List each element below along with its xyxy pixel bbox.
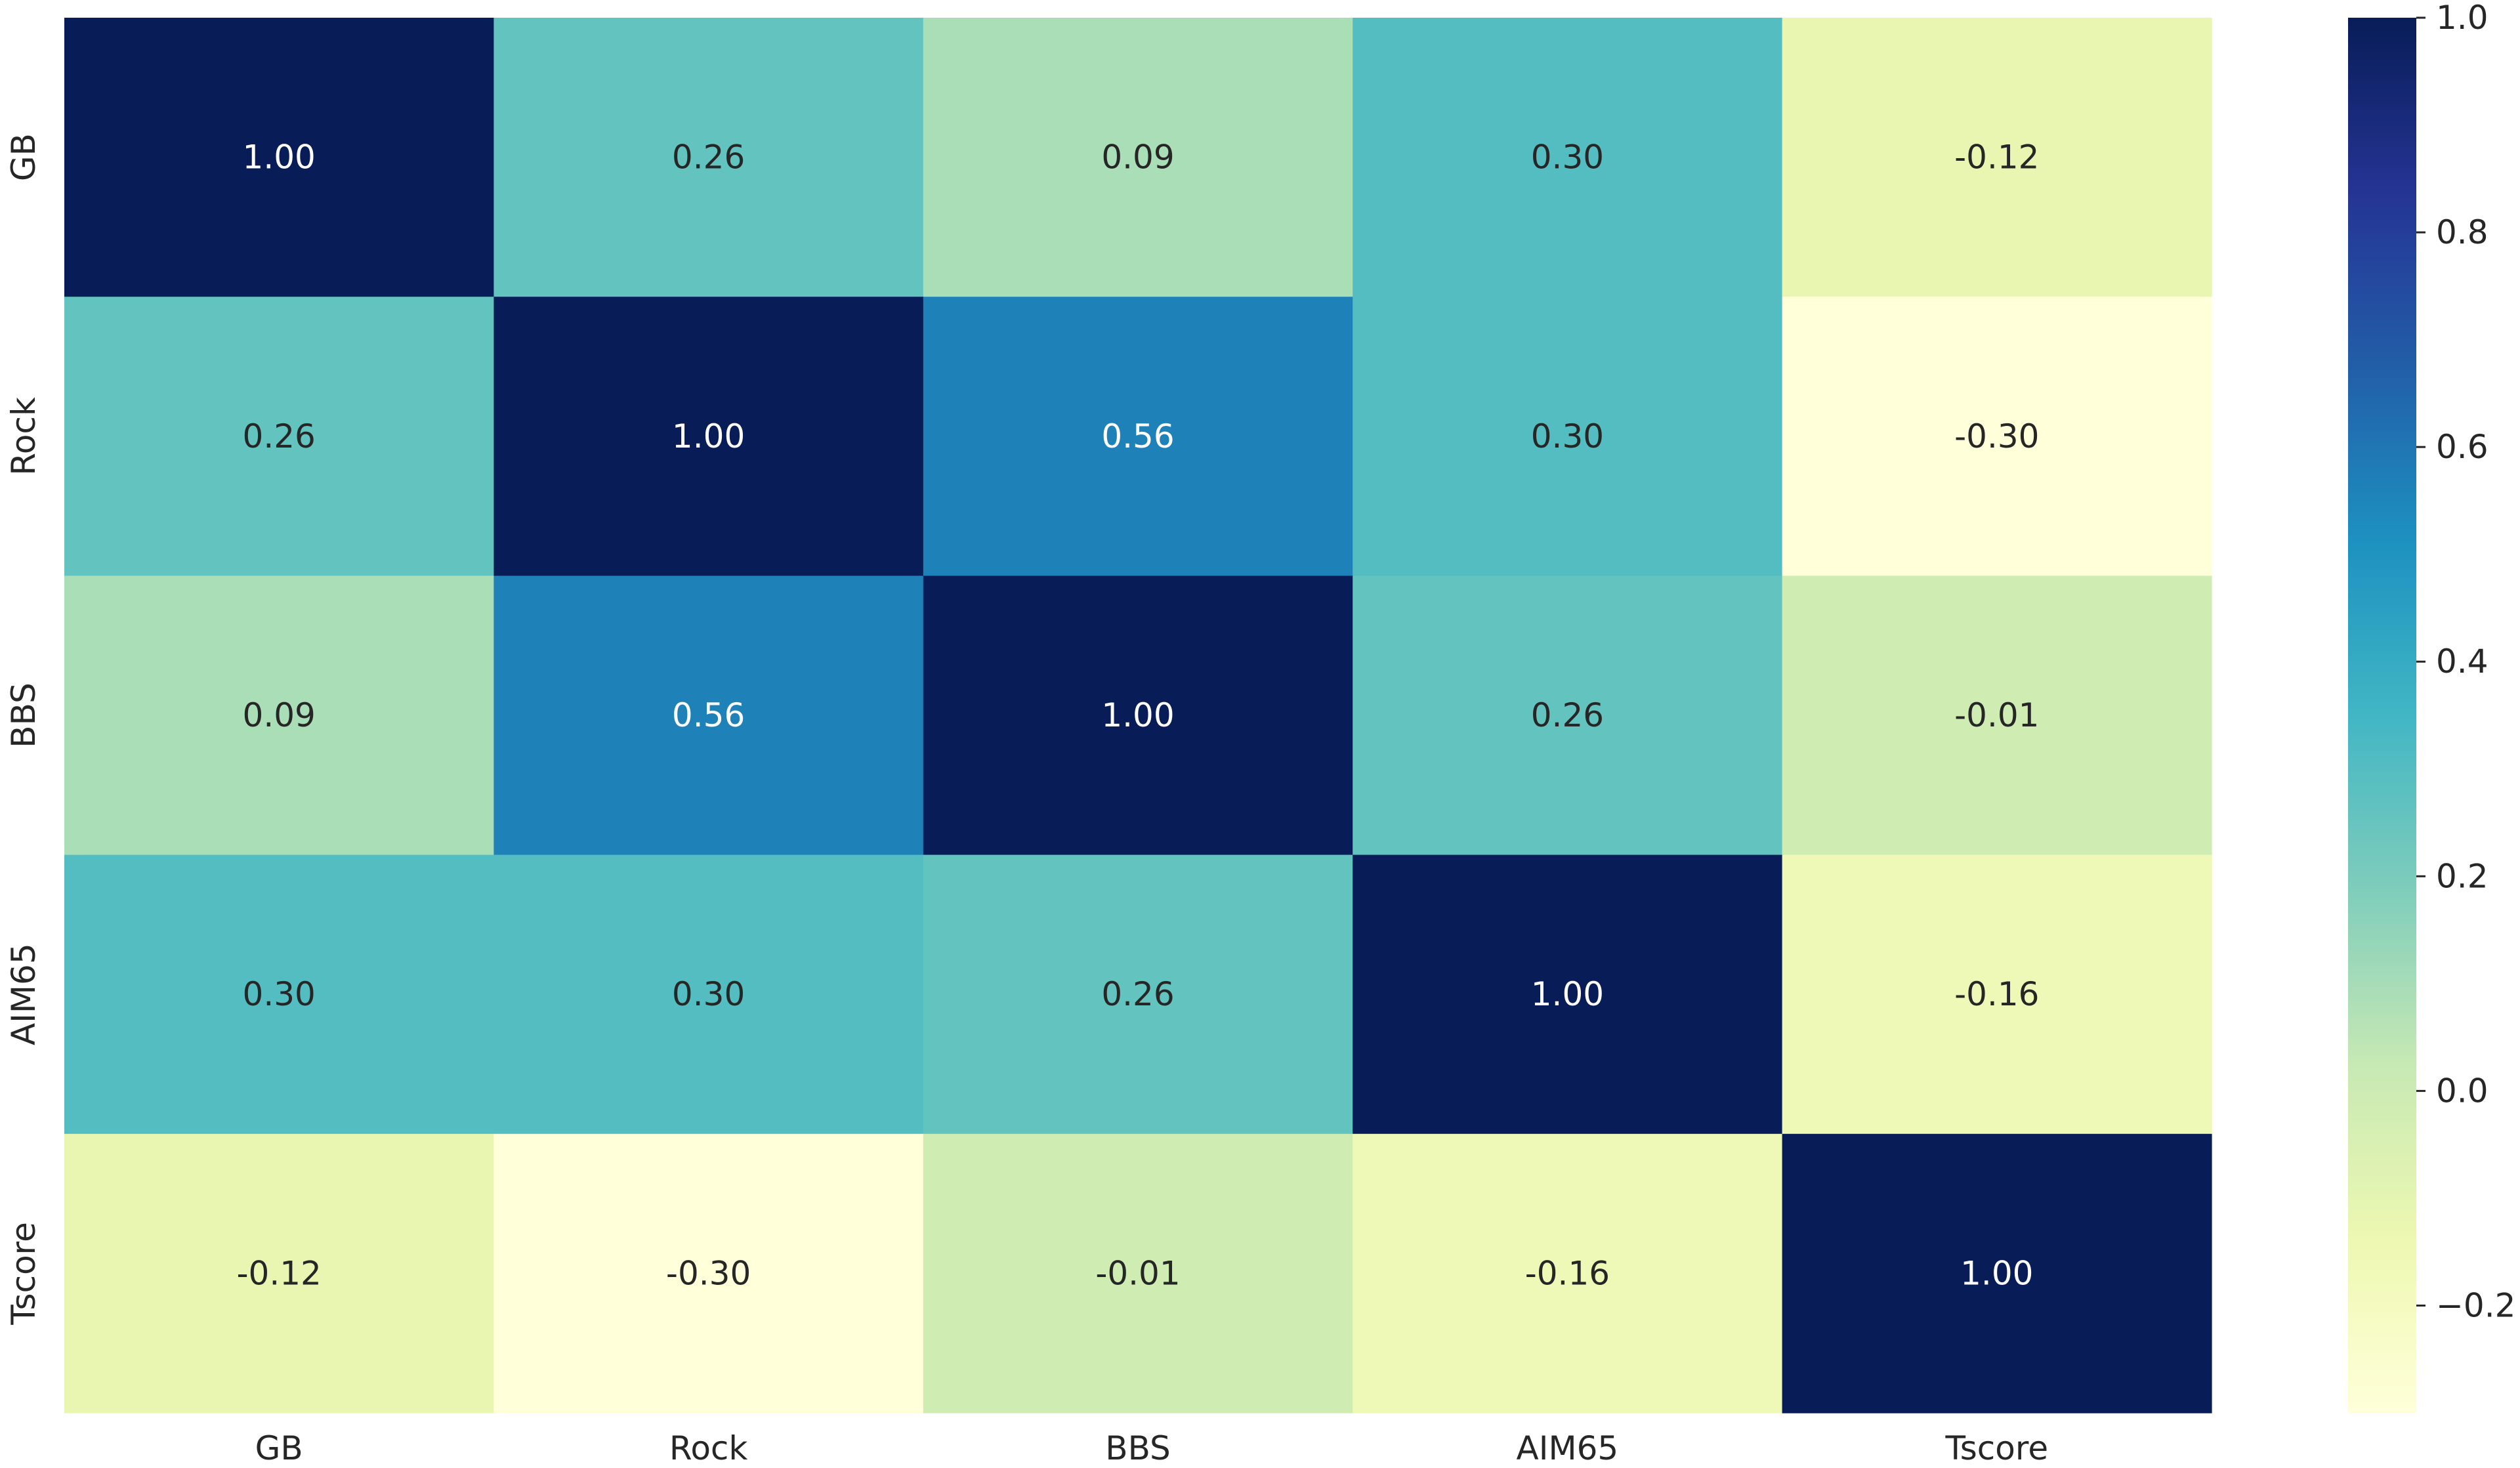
colorbar: 1.0 0.8 0.6 0.4 0.2 0.0 −0.2 [2348, 0, 2515, 1413]
heatmap-cell [1353, 18, 1783, 297]
y-tick-label: BBS [5, 682, 43, 747]
heatmap-cell [1782, 1133, 2212, 1414]
heatmap-cell [494, 297, 924, 576]
y-tick-label: Tscore [5, 1222, 43, 1326]
heatmap-cell [64, 854, 494, 1135]
colorbar-tick-label: 0.4 [2436, 642, 2488, 681]
cell-value-label: -0.12 [237, 1254, 322, 1292]
heatmap-cell [64, 576, 494, 856]
heatmap-cell [923, 854, 1353, 1135]
heatmap-cell [1782, 854, 2212, 1135]
cell-value-label: -0.30 [1954, 417, 2039, 455]
x-tick-label: GB [255, 1429, 303, 1467]
heatmap-cells: 1.00 0.26 0.09 0.30 -0.12 0.26 1.00 0.56 0.30 -0.… [64, 18, 2212, 1414]
cell-value-label: 0.26 [1101, 975, 1174, 1013]
heatmap-cell [494, 576, 924, 856]
cell-value-label: 0.56 [1101, 417, 1174, 455]
cell-value-label: 0.09 [243, 696, 316, 734]
heatmap-cell [1782, 576, 2212, 856]
x-tick-label: BBS [1105, 1429, 1170, 1467]
x-tick-label: Tscore [1944, 1429, 2048, 1467]
heatmap-cell [1353, 854, 1783, 1135]
colorbar-tick-label: 0.0 [2436, 1072, 2488, 1110]
colorbar-tick-label: −0.2 [2436, 1286, 2515, 1324]
cell-value-label: 0.26 [243, 417, 316, 455]
colorbar-tick-label: 0.8 [2436, 213, 2488, 251]
cell-value-label: 0.26 [1531, 696, 1604, 734]
heatmap-cell [923, 576, 1353, 856]
cell-value-label: -0.01 [1954, 696, 2039, 734]
heatmap-cell [923, 297, 1353, 576]
cell-value-label: 0.56 [672, 696, 745, 734]
heatmap-cell [64, 18, 494, 297]
y-tick-label: AIM65 [5, 943, 43, 1045]
cell-value-label: 0.30 [243, 975, 316, 1013]
cell-value-label: 1.00 [243, 138, 316, 177]
x-axis-tick-labels: GB Rock BBS AIM65 Tscore [255, 1429, 2048, 1467]
cell-value-label: 1.00 [672, 417, 745, 455]
heatmap-cell [923, 18, 1353, 297]
heatmap-cell [494, 854, 924, 1135]
cell-value-label: -0.01 [1095, 1254, 1180, 1292]
heatmap-cell [64, 1133, 494, 1414]
cell-value-label: 0.26 [672, 138, 745, 177]
cell-value-label: 1.00 [1531, 975, 1604, 1013]
x-tick-label: Rock [669, 1429, 748, 1467]
y-axis-tick-labels: GB Rock BBS AIM65 Tscore [5, 133, 43, 1326]
cell-value-label: -0.12 [1954, 138, 2039, 177]
cell-value-label: 0.30 [1531, 417, 1604, 455]
colorbar-tick-label: 0.6 [2436, 428, 2488, 466]
cell-value-label: -0.16 [1525, 1254, 1610, 1292]
cell-value-label: 1.00 [1101, 696, 1174, 734]
heatmap-cell [1782, 18, 2212, 297]
colorbar-gradient [2348, 18, 2416, 1413]
heatmap-cell [1782, 297, 2212, 576]
heatmap-cell [494, 18, 924, 297]
heatmap-cell [64, 297, 494, 576]
cell-value-label: 0.09 [1101, 138, 1174, 177]
heatmap-cell [923, 1133, 1353, 1414]
heatmap-cell [1353, 1133, 1783, 1414]
cell-value-label: -0.30 [666, 1254, 751, 1292]
heatmap-cell [1353, 576, 1783, 856]
colorbar-tick-label: 1.0 [2436, 0, 2488, 37]
y-tick-label: GB [5, 133, 43, 181]
heatmap-cell [1353, 297, 1783, 576]
heatmap-cell [494, 1133, 924, 1414]
x-tick-label: AIM65 [1517, 1429, 1619, 1467]
colorbar-tick-label: 0.2 [2436, 857, 2488, 895]
cell-value-label: 0.30 [1531, 138, 1604, 177]
cell-value-label: 1.00 [1960, 1254, 2033, 1292]
cell-value-label: 0.30 [672, 975, 745, 1013]
cell-value-label: -0.16 [1954, 975, 2039, 1013]
y-tick-label: Rock [5, 397, 43, 476]
